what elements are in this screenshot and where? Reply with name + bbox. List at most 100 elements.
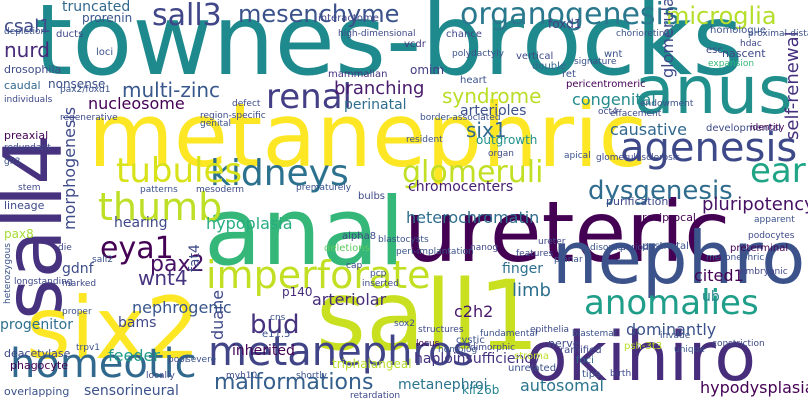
word-fundamental: fundamental xyxy=(480,329,538,339)
word-mesenchyme: mesenchyme xyxy=(238,0,400,28)
word-lineage: lineage xyxy=(4,199,45,212)
word-perinatal: perinatal xyxy=(344,97,407,113)
word-ear: ear xyxy=(750,151,806,191)
word-branching: branching xyxy=(334,78,425,99)
word-gli3: gli3 xyxy=(4,157,21,167)
word-trpv1: trpv1 xyxy=(76,343,100,353)
word-unique: unique xyxy=(674,345,705,355)
word-inherited: inherited xyxy=(232,343,295,359)
word-patterns: patterns xyxy=(140,185,178,195)
word-feeder: feeder xyxy=(108,346,160,365)
word-deletions: deletions xyxy=(324,243,370,254)
word-metanephros: metanephros xyxy=(208,329,474,375)
word-foci: foci xyxy=(576,355,594,366)
word-causative: causative xyxy=(610,120,687,139)
word-tubules: tubules xyxy=(116,151,243,191)
word-heterozygous: heterozygous xyxy=(3,243,13,304)
word-prematurely: prematurely xyxy=(296,183,352,193)
word-chorioretinal: chorioretinal xyxy=(616,29,673,39)
word-heart: heart xyxy=(460,75,487,86)
word-blastemal: blastemal xyxy=(572,329,617,339)
word-homologue: homologue xyxy=(710,25,767,36)
word-anomalies: anomalies xyxy=(584,283,759,323)
word-high-dimensional: high-dimensional xyxy=(338,29,416,39)
word-prorenin: prorenin xyxy=(82,11,133,25)
word-apparent: apparent xyxy=(754,215,795,225)
word-multi-zinc: multi-zinc xyxy=(122,78,221,102)
word-limb: limb xyxy=(512,280,551,301)
word-heterochromatin: heterochromatin xyxy=(406,208,540,227)
word-hypoplasia: hypoplasia xyxy=(206,214,293,233)
word-apical: apical xyxy=(564,151,591,161)
word-sall3: sall3 xyxy=(152,0,222,33)
word-cystic: cystic xyxy=(456,335,485,346)
word-dysgenesis: dysgenesis xyxy=(588,176,733,206)
word-ramified: ramified xyxy=(560,345,602,356)
word-renal: renal xyxy=(266,77,352,117)
word-cited1: cited1 xyxy=(694,266,744,285)
word-caudal: caudal xyxy=(4,79,41,92)
word-shortly: shortly xyxy=(296,371,327,381)
word-loci: loci xyxy=(96,47,114,58)
word-chance: chance xyxy=(446,29,482,40)
word-alpha8: alpha8 xyxy=(342,231,377,242)
word-invade: invade xyxy=(660,331,691,341)
word-vcdr: vcdr xyxy=(404,39,426,50)
word-overlapping: overlapping xyxy=(4,385,70,398)
word-expansion: expansion xyxy=(708,59,755,69)
word-psh-3t3: psh-3t3 xyxy=(624,341,663,352)
word-imperforate: imperforate xyxy=(206,253,431,297)
word-haploinsufficiency: haploinsufficiency xyxy=(414,351,541,367)
word-hdac: hdac xyxy=(740,39,762,49)
word-double: double xyxy=(532,61,567,72)
word-oct4: oct4 xyxy=(598,107,618,117)
word-structures: structures xyxy=(418,325,464,335)
word-planar: planar xyxy=(554,255,583,265)
word-outgrowth: outgrowth xyxy=(476,133,538,147)
word-region-specific: region-specific xyxy=(200,111,266,121)
word-identity: identity xyxy=(750,123,785,133)
word-phagocyte: phagocyte xyxy=(10,359,69,372)
word-nephron: nephron xyxy=(552,216,808,300)
word-sox2: sox2 xyxy=(394,319,415,329)
word-constriction: constriction xyxy=(712,339,765,349)
word-homeotic: homeotic xyxy=(10,341,197,387)
word-e11-5: e11.5 xyxy=(262,329,291,340)
word-dimorphic: dimorphic xyxy=(470,343,516,353)
word-foxd1: foxd1 xyxy=(548,17,582,31)
word-malformations: malformations xyxy=(214,370,374,395)
word-hypodysplasia: hypodysplasia xyxy=(700,378,808,397)
word-mesonephric: mesonephric xyxy=(706,253,765,263)
word-epithelia: epithelia xyxy=(530,325,570,335)
word-blastocysts: blastocysts xyxy=(378,235,429,245)
word-organogenesis: organogenesis xyxy=(460,0,680,32)
word-genital: genital xyxy=(200,119,231,129)
word-myh10: myh10 xyxy=(226,371,258,381)
word-syndrome: syndrome xyxy=(442,84,542,108)
word-severe: severe xyxy=(186,355,217,365)
word-inserted: inserted xyxy=(362,279,399,289)
word-bulbs: bulbs xyxy=(358,191,386,202)
word-chromocenters: chromocenters xyxy=(408,179,514,195)
word-pax2-foxd1: pax2/foxd1 xyxy=(60,85,111,95)
word-triphalangeal: triphalangeal xyxy=(332,357,412,371)
word-anal: anal xyxy=(204,178,405,287)
word-ureter: ureter xyxy=(538,237,566,247)
word-drosophila: drosophila xyxy=(4,63,62,76)
word-effacement: effacement xyxy=(610,109,662,119)
word-defect: defect xyxy=(232,99,261,109)
word-redundant: redundant xyxy=(4,143,51,153)
word-wnt: wnt xyxy=(604,49,623,60)
word-preaxial: preaxial xyxy=(4,129,49,142)
word-eya1: eya1 xyxy=(100,231,174,266)
word-six2: six2 xyxy=(26,279,201,379)
word-morphogenesis: morphogenesis xyxy=(60,106,79,230)
word-okihiro: okihiro xyxy=(526,318,756,397)
word-c2h2: c2h2 xyxy=(454,302,494,321)
word-locally: locally xyxy=(146,371,175,381)
word-pool: pool xyxy=(168,355,188,365)
word-esc: esc xyxy=(706,45,723,56)
word-deacetylase: deacetylase xyxy=(4,347,71,360)
word-six1: six1 xyxy=(466,118,507,142)
word-preterminal: preterminal xyxy=(730,243,789,254)
